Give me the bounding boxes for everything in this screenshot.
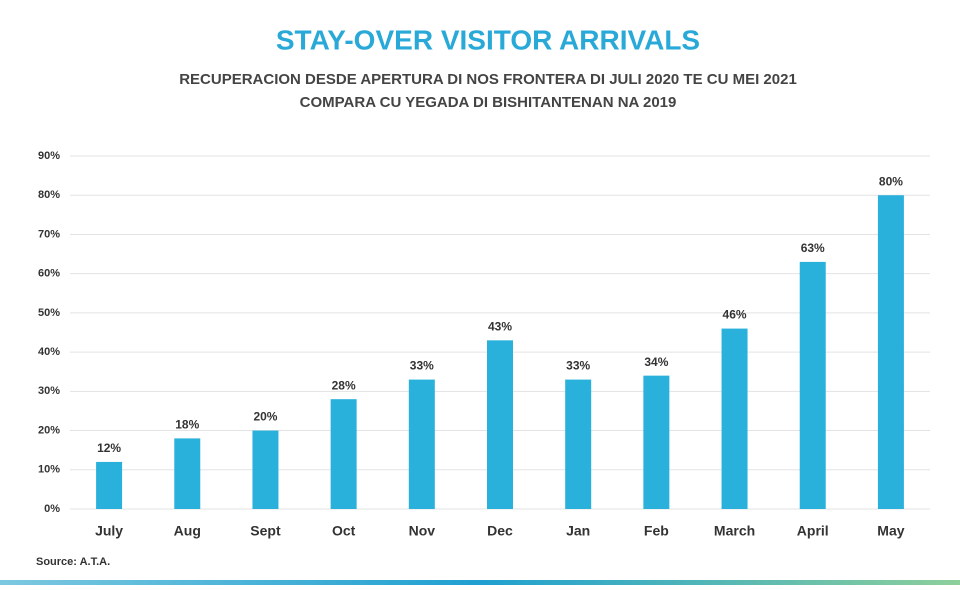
value-label: 63% (801, 241, 825, 255)
value-label: 28% (332, 378, 356, 392)
x-tick-label: July (95, 523, 123, 539)
x-tick-label: Jan (566, 523, 590, 539)
bar (330, 399, 357, 509)
chart-subtitle: COMPARA CU YEGADA DI BISHITANTENAN NA 20… (300, 94, 677, 111)
y-tick-label: 10% (38, 464, 60, 476)
bar (877, 195, 904, 509)
bar (565, 379, 592, 509)
value-label: 33% (566, 359, 590, 373)
bar (252, 430, 279, 509)
x-tick-label: Aug (174, 523, 201, 539)
bar (643, 375, 670, 509)
x-tick-label: May (877, 523, 904, 539)
x-tick-label: Dec (487, 523, 513, 539)
value-label: 43% (488, 320, 512, 334)
bar (174, 438, 201, 509)
bar (408, 379, 435, 509)
x-tick-label: Feb (644, 523, 669, 539)
y-tick-label: 20% (38, 424, 60, 436)
value-label: 20% (253, 410, 277, 424)
y-tick-label: 40% (38, 346, 60, 358)
value-label: 33% (410, 359, 434, 373)
value-label: 34% (644, 355, 668, 369)
y-tick-label: 60% (38, 268, 60, 280)
x-tick-label: Sept (250, 523, 281, 539)
x-tick-label: March (714, 523, 755, 539)
chart-title: STAY-OVER VISITOR ARRIVALS (276, 24, 700, 55)
y-tick-label: 0% (44, 503, 60, 515)
y-tick-label: 90% (38, 150, 60, 162)
source-note: Source: A.T.A. (36, 556, 110, 568)
x-tick-label: Nov (409, 523, 436, 539)
value-label: 46% (723, 308, 747, 322)
value-label: 80% (879, 174, 903, 188)
y-tick-label: 50% (38, 307, 60, 319)
value-label: 18% (175, 418, 199, 432)
bar (96, 461, 123, 509)
chart-subtitle: RECUPERACION DESDE APERTURA DI NOS FRONT… (179, 71, 797, 88)
bar (721, 328, 748, 509)
x-tick-label: Oct (332, 523, 356, 539)
bar (487, 340, 513, 509)
y-tick-label: 30% (38, 385, 60, 397)
x-tick-label: April (797, 523, 829, 539)
decor-stripe (0, 580, 960, 585)
value-label: 12% (97, 441, 121, 455)
y-tick-label: 70% (38, 228, 60, 240)
bar (799, 261, 826, 509)
y-tick-label: 80% (38, 189, 60, 201)
